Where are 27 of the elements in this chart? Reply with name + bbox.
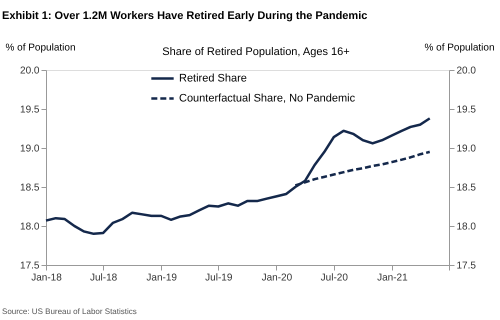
legend-label: Retired Share — [179, 72, 247, 84]
line-series — [44, 117, 431, 236]
y-tick-label: 20.0 — [20, 66, 40, 76]
y2-tick-label: 18.5 — [456, 182, 476, 194]
y-axis-title: % of Population — [5, 42, 76, 54]
x-tick-label: Jan-21 — [377, 272, 408, 284]
source-note: Source: US Bureau of Labor Statistics — [2, 307, 137, 316]
y2-axis-title: % of Population — [424, 42, 495, 54]
legend-label: Counterfactual Share, No Pandemic — [179, 92, 356, 104]
y2-tick-label: 20.0 — [456, 66, 476, 76]
y-tick-label: 18.5 — [20, 182, 40, 194]
x-tick-label: Jul-20 — [320, 272, 348, 284]
chart-title: Exhibit 1: Over 1.2M Workers Have Retired Early During the Pandemic — [2, 10, 368, 22]
x-tick-label: Jan-20 — [262, 272, 293, 284]
y-tick-label: 19.5 — [20, 104, 40, 116]
y2-tick-label: 19.5 — [456, 104, 476, 116]
y-tick-label: 19.0 — [20, 144, 40, 154]
y-tick-label: 18.0 — [20, 222, 40, 232]
x-tick-label: Jan-19 — [146, 272, 178, 284]
y2-tick-label: 18.0 — [456, 222, 476, 232]
y2-tick-label: 17.5 — [456, 260, 476, 272]
x-tick-label: Jan-18 — [31, 272, 62, 284]
x-tick-label: Jul-18 — [90, 272, 118, 284]
chart-subtitle: Share of Retired Population, Ages 16+ — [162, 46, 350, 58]
y2-tick-label: 19.0 — [456, 144, 476, 154]
y-tick-label: 17.5 — [20, 260, 40, 272]
x-tick-label: Jul-19 — [205, 272, 233, 284]
